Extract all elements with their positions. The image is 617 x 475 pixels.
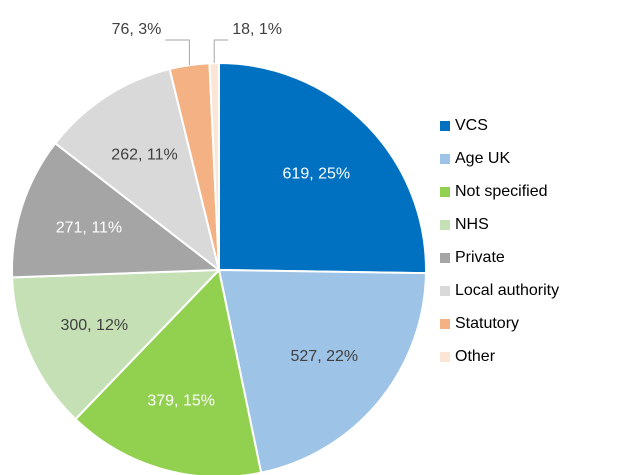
legend-swatch xyxy=(440,286,450,296)
pie-slice xyxy=(11,141,222,279)
legend-swatch xyxy=(440,319,450,329)
legend-label: Age UK xyxy=(455,150,510,167)
pie-slice xyxy=(11,268,222,421)
legend-label: Statutory xyxy=(455,315,519,332)
data-label: 271, 11% xyxy=(56,219,122,236)
leader-line xyxy=(213,39,229,64)
data-label: 76, 3% xyxy=(112,21,162,38)
legend-swatch xyxy=(440,352,450,362)
leader-line xyxy=(165,39,190,66)
legend-label: VCS xyxy=(455,117,488,134)
data-label: 619, 25% xyxy=(283,165,351,182)
legend-label: Not specified xyxy=(455,183,548,200)
data-label: 300, 12% xyxy=(60,317,128,334)
data-label: 262, 11% xyxy=(111,147,177,164)
pie-slice xyxy=(208,61,220,271)
pie-slice xyxy=(53,67,221,273)
legend-label: Local authority xyxy=(455,282,559,299)
legend-swatch xyxy=(440,253,450,263)
legend-swatch xyxy=(440,220,450,230)
data-label: 18, 1% xyxy=(232,21,282,38)
pie-slice xyxy=(217,268,427,474)
legend-label: Private xyxy=(455,249,505,266)
legend-swatch xyxy=(440,154,450,164)
pie-slice xyxy=(218,61,427,275)
legend-label: NHS xyxy=(455,216,489,233)
legend-label: Other xyxy=(455,348,496,365)
legend-swatch xyxy=(440,187,450,197)
legend-swatch xyxy=(440,121,450,131)
data-label: 379, 15% xyxy=(147,392,215,409)
data-label: 527, 22% xyxy=(291,348,359,365)
pie-slice xyxy=(74,267,263,475)
